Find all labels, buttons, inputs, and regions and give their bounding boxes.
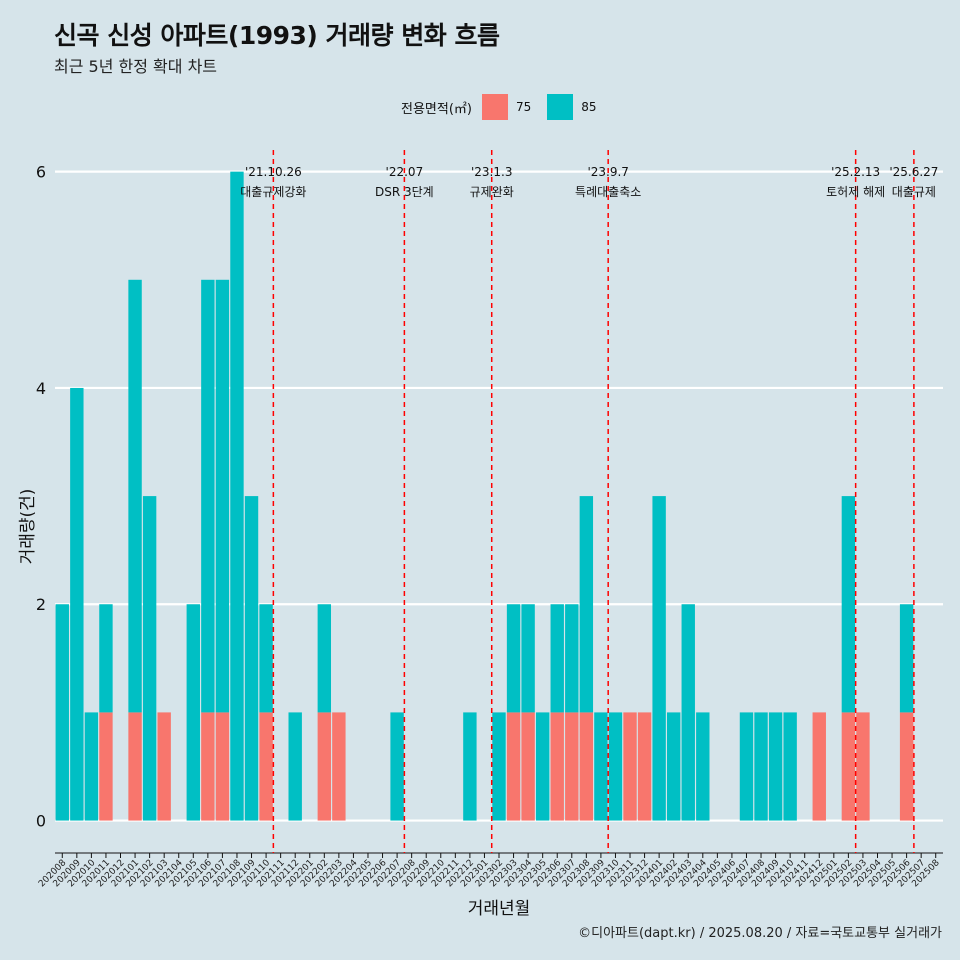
bar-85-202202 — [317, 604, 332, 713]
event-name-label: 대출규제강화 — [240, 185, 306, 199]
bar-85-202212 — [463, 712, 477, 821]
bar-75-202107 — [215, 712, 230, 821]
chart-subtitle: 최근 5년 한정 확대 차트 — [54, 57, 218, 76]
bar-75-202306 — [550, 712, 564, 821]
bar-85-202106 — [201, 279, 215, 713]
bar-75-202307 — [565, 712, 579, 821]
bar-85-202011 — [99, 604, 113, 713]
bar-75-202202 — [317, 712, 332, 821]
bar-85-202307 — [565, 604, 579, 713]
bar-85-202502 — [841, 496, 856, 713]
bar-75-202106 — [201, 712, 215, 821]
x-axis-title: 거래년월 — [468, 899, 531, 919]
bar-85-202409 — [768, 712, 783, 821]
y-axis-title: 거래량(건) — [18, 489, 38, 565]
legend-label-75: 75 — [515, 100, 532, 114]
event-name-label: 대출규제 — [892, 185, 936, 199]
bar-85-202009 — [70, 387, 84, 821]
bar-75-202506 — [899, 712, 914, 821]
bar-85-202404 — [696, 712, 710, 821]
event-date-label: '25.6.27 — [889, 165, 938, 179]
bar-75-202304 — [521, 712, 535, 821]
bar-85-202303 — [506, 604, 521, 713]
bar-75-202502 — [841, 712, 856, 821]
bar-85-202407 — [739, 712, 754, 821]
event-date-label: '25.2.13 — [831, 165, 880, 179]
y-tick-label: 6 — [36, 163, 46, 182]
bar-85-202010 — [84, 712, 99, 821]
bar-85-202108 — [230, 171, 244, 821]
bar-85-202401 — [652, 496, 666, 821]
event-name-label: 토허제 해제 — [826, 185, 885, 199]
y-tick-label: 0 — [36, 812, 46, 831]
bar-85-202408 — [754, 712, 768, 821]
event-date-label: '23.9.7 — [587, 165, 628, 179]
bar-85-202309 — [594, 712, 608, 821]
bar-85-202305 — [535, 712, 550, 821]
event-name-label: DSR 3단계 — [375, 185, 434, 199]
bar-85-202410 — [783, 712, 797, 821]
legend-key-75 — [481, 94, 508, 120]
source-footer: ©디아파트(dapt.kr) / 2025.08.20 / 자료=국토교통부 실… — [578, 926, 942, 941]
bar-75-202312 — [637, 712, 652, 821]
bar-75-202503 — [856, 712, 870, 821]
bar-85-202107 — [215, 279, 230, 713]
bar-85-202109 — [244, 496, 259, 821]
event-name-label: 규제완화 — [470, 185, 514, 199]
bar-85-202101 — [128, 279, 142, 713]
bar-75-202311 — [623, 712, 637, 821]
bar-75-202110 — [259, 712, 273, 821]
bar-85-202308 — [579, 496, 594, 713]
bar-75-202101 — [128, 712, 142, 821]
bar-85-202105 — [186, 604, 200, 821]
event-name-label: 특례대출축소 — [575, 185, 641, 199]
legend: 전용면적(㎡) 75 85 — [401, 93, 613, 121]
bar-85-202304 — [521, 604, 535, 713]
bar-85-202306 — [550, 604, 564, 713]
bar-85-202402 — [666, 712, 681, 821]
bar-85-202302 — [492, 712, 506, 821]
bar-75-202412 — [812, 712, 826, 821]
bar-75-202103 — [157, 712, 171, 821]
event-date-label: '23.1.3 — [471, 165, 512, 179]
legend-title: 전용면적(㎡) — [401, 101, 472, 117]
chart-title: 신곡 신성 아파트(1993) 거래량 변화 흐름 — [54, 21, 500, 50]
bar-75-202308 — [579, 712, 594, 821]
bar-85-202110 — [259, 604, 273, 713]
bar-85-202102 — [142, 496, 157, 821]
y-tick-label: 4 — [36, 379, 46, 398]
y-tick-label: 2 — [36, 595, 46, 614]
bar-75-202011 — [99, 712, 113, 821]
bar-85-202403 — [681, 604, 695, 821]
bar-75-202303 — [506, 712, 521, 821]
bar-85-202112 — [288, 712, 302, 821]
event-date-label: '21.10.26 — [245, 165, 302, 179]
bar-85-202506 — [899, 604, 914, 713]
bar-75-202203 — [332, 712, 346, 821]
bar-85-202008 — [55, 604, 69, 821]
bar-85-202207 — [390, 712, 404, 821]
legend-key-85 — [547, 94, 574, 120]
event-date-label: '22.07 — [386, 165, 424, 179]
legend-label-85: 85 — [581, 100, 597, 114]
bar-85-202310 — [608, 712, 623, 821]
